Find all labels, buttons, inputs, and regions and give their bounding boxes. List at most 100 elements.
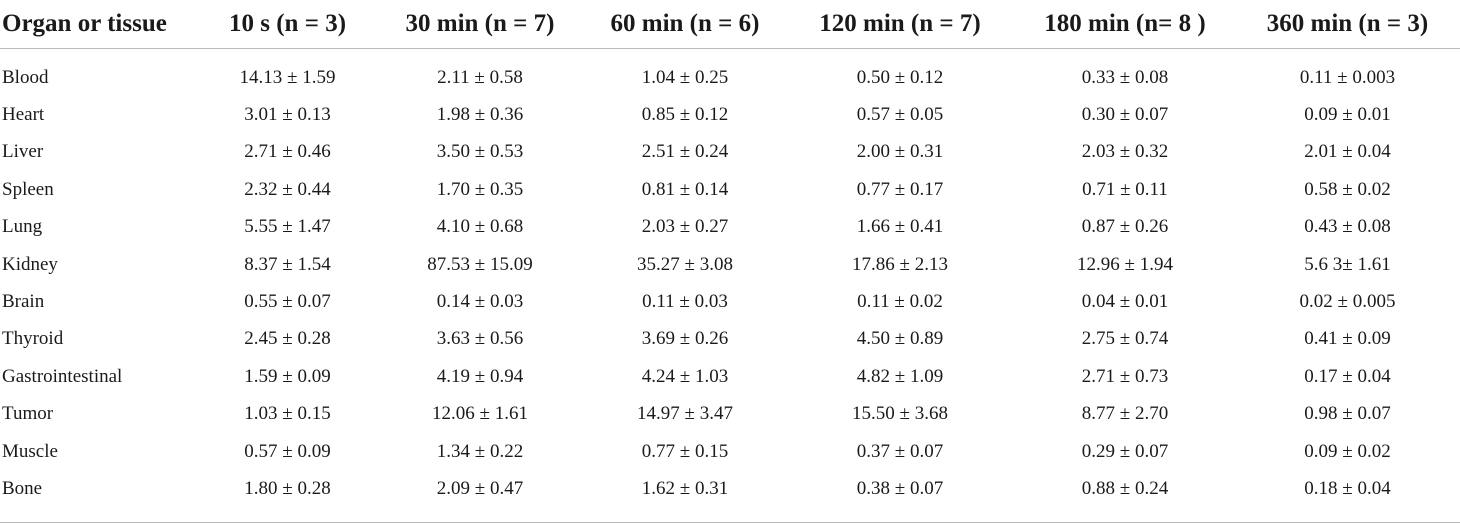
- value-120min-cell: 0.57 ± 0.05: [856, 104, 944, 126]
- table-body: Blood 14.13 ± 1.59 2.11 ± 0.58 1.04 ± 0.25 0…: [0, 59, 1460, 508]
- value-360min-cell: 0.58 ± 0.02: [1304, 178, 1391, 200]
- header-10s: 10 s (n = 3): [200, 0, 375, 49]
- table-row: Blood 14.13 ± 1.59 2.11 ± 0.58 1.04 ± 0.25 0…: [0, 59, 1460, 96]
- value-60min-cell: 2.51 ± 0.24: [641, 141, 729, 163]
- organ-cell: Kidney: [2, 253, 58, 275]
- table-row: Lung 5.55 ± 1.47 4.10 ± 0.68 2.03 ± 0.27 1.6…: [0, 209, 1460, 246]
- value-10s-cell: 0.55 ± 0.07: [244, 291, 331, 313]
- value-360min-cell: 0.09 ± 0.01: [1304, 104, 1391, 126]
- value-60min-cell: 0.85 ± 0.12: [641, 104, 729, 126]
- value-120min-cell: 0.37 ± 0.07: [856, 440, 944, 462]
- header-spacer: [0, 49, 1460, 60]
- value-120min-cell: 1.66 ± 0.41: [856, 216, 944, 238]
- value-120min-cell: 15.50 ± 3.68: [852, 403, 948, 425]
- value-10s-cell: 2.32 ± 0.44: [244, 178, 331, 200]
- value-180min-cell: 2.75 ± 0.74: [1081, 328, 1169, 350]
- value-60min-cell: 1.04 ± 0.25: [641, 66, 729, 88]
- table-header: Organ or tissue 10 s (n = 3) 30 min (n =…: [0, 0, 1460, 49]
- value-180min-cell: 2.03 ± 0.32: [1081, 141, 1169, 163]
- value-360min-cell: 0.43 ± 0.08: [1304, 216, 1391, 238]
- value-180min-cell: 0.30 ± 0.07: [1081, 104, 1169, 126]
- table-row: Gastrointestinal 1.59 ± 0.09 4.19 ± 0.94 4.…: [0, 358, 1460, 395]
- organ-cell: Bone: [2, 477, 43, 499]
- value-10s-cell: 2.45 ± 0.28: [244, 328, 331, 350]
- value-180min-cell: 8.77 ± 2.70: [1081, 403, 1169, 425]
- value-360min-cell: 5.6 3± 1.61: [1304, 253, 1391, 275]
- table-row: Brain 0.55 ± 0.07 0.14 ± 0.03 0.11 ± 0.03 0.…: [0, 283, 1460, 320]
- value-10s-cell: 1.03 ± 0.15: [244, 403, 331, 425]
- table-row: Tumor 1.03 ± 0.15 12.06 ± 1.61 14.97 ± 3.47…: [0, 396, 1460, 433]
- organ-cell: Spleen: [2, 178, 54, 200]
- value-360min-cell: 2.01 ± 0.04: [1304, 141, 1391, 163]
- value-30min-cell: 87.53 ± 15.09: [427, 253, 533, 275]
- value-120min-cell: 4.50 ± 0.89: [856, 328, 944, 350]
- value-180min-cell: 0.71 ± 0.11: [1082, 178, 1168, 200]
- header-row: Organ or tissue 10 s (n = 3) 30 min (n =…: [0, 0, 1460, 49]
- bottom-rule: [0, 522, 1460, 523]
- value-10s-cell: 1.59 ± 0.09: [244, 365, 331, 387]
- value-180min-cell: 0.87 ± 0.26: [1081, 216, 1169, 238]
- value-360min-cell: 0.02 ± 0.005: [1299, 291, 1396, 313]
- header-180min: 180 min (n= 8 ): [1015, 0, 1235, 49]
- value-180min-cell: 0.29 ± 0.07: [1081, 440, 1169, 462]
- value-120min-cell: 2.00 ± 0.31: [856, 141, 944, 163]
- biodistribution-table: Organ or tissue 10 s (n = 3) 30 min (n =…: [0, 0, 1460, 508]
- organ-cell: Liver: [2, 141, 44, 163]
- value-120min-cell: 17.86 ± 2.13: [852, 253, 948, 275]
- header-organ-or-tissue: Organ or tissue: [0, 0, 200, 49]
- value-360min-cell: 0.18 ± 0.04: [1304, 477, 1391, 499]
- table-row: Liver 2.71 ± 0.46 3.50 ± 0.53 2.51 ± 0.24 2.…: [0, 134, 1460, 171]
- value-60min-cell: 0.11 ± 0.03: [642, 291, 728, 313]
- value-60min-cell: 4.24 ± 1.03: [641, 365, 729, 387]
- header-60min: 60 min (n = 6): [585, 0, 785, 49]
- organ-cell: Tumor: [2, 403, 54, 425]
- value-30min-cell: 1.70 ± 0.35: [436, 178, 524, 200]
- header-360min: 360 min (n = 3): [1235, 0, 1460, 49]
- value-10s-cell: 0.57 ± 0.09: [244, 440, 331, 462]
- organ-cell: Blood: [2, 66, 49, 88]
- value-120min-cell: 0.38 ± 0.07: [856, 477, 944, 499]
- value-120min-cell: 0.50 ± 0.12: [856, 66, 944, 88]
- value-120min-cell: 0.77 ± 0.17: [856, 178, 944, 200]
- value-360min-cell: 0.09 ± 0.02: [1304, 440, 1391, 462]
- organ-cell: Brain: [2, 291, 45, 313]
- value-180min-cell: 12.96 ± 1.94: [1077, 253, 1173, 275]
- value-60min-cell: 2.03 ± 0.27: [641, 216, 729, 238]
- table-row: Muscle 0.57 ± 0.09 1.34 ± 0.22 0.77 ± 0.15 0…: [0, 433, 1460, 470]
- value-30min-cell: 4.19 ± 0.94: [436, 365, 524, 387]
- value-30min-cell: 3.50 ± 0.53: [436, 141, 524, 163]
- value-120min-cell: 4.82 ± 1.09: [856, 365, 944, 387]
- value-180min-cell: 0.33 ± 0.08: [1081, 66, 1169, 88]
- value-360min-cell: 0.41 ± 0.09: [1304, 328, 1391, 350]
- value-30min-cell: 1.98 ± 0.36: [436, 104, 524, 126]
- header-120min: 120 min (n = 7): [785, 0, 1015, 49]
- value-180min-cell: 0.88 ± 0.24: [1081, 477, 1169, 499]
- value-60min-cell: 35.27 ± 3.08: [637, 253, 733, 275]
- value-10s-cell: 3.01 ± 0.13: [244, 104, 331, 126]
- value-30min-cell: 1.34 ± 0.22: [436, 440, 524, 462]
- organ-cell: Muscle: [2, 440, 58, 462]
- value-10s-cell: 8.37 ± 1.54: [244, 253, 331, 275]
- value-180min-cell: 0.04 ± 0.01: [1081, 291, 1169, 313]
- value-60min-cell: 0.77 ± 0.15: [641, 440, 729, 462]
- table-row: Thyroid 2.45 ± 0.28 3.63 ± 0.56 3.69 ± 0.26…: [0, 321, 1460, 358]
- value-360min-cell: 0.98 ± 0.07: [1304, 403, 1391, 425]
- value-60min-cell: 1.62 ± 0.31: [641, 477, 729, 499]
- value-10s-cell: 2.71 ± 0.46: [244, 141, 331, 163]
- value-10s-cell: 14.13 ± 1.59: [239, 66, 336, 88]
- table-row: Heart 3.01 ± 0.13 1.98 ± 0.36 0.85 ± 0.12 0.…: [0, 96, 1460, 133]
- table-row: Bone 1.80 ± 0.28 2.09 ± 0.47 1.62 ± 0.31 0.3…: [0, 470, 1460, 507]
- value-60min-cell: 3.69 ± 0.26: [641, 328, 729, 350]
- value-10s-cell: 1.80 ± 0.28: [244, 477, 331, 499]
- table-row: Kidney 8.37 ± 1.54 87.53 ± 15.09 35.27 ± 3.…: [0, 246, 1460, 283]
- value-180min-cell: 2.71 ± 0.73: [1081, 365, 1169, 387]
- value-360min-cell: 0.11 ± 0.003: [1299, 66, 1396, 88]
- value-10s-cell: 5.55 ± 1.47: [244, 216, 331, 238]
- value-30min-cell: 12.06 ± 1.61: [432, 403, 528, 425]
- value-30min-cell: 2.11 ± 0.58: [437, 66, 523, 88]
- value-120min-cell: 0.11 ± 0.02: [857, 291, 943, 313]
- table-row: Spleen 2.32 ± 0.44 1.70 ± 0.35 0.81 ± 0.14 0…: [0, 171, 1460, 208]
- organ-cell: Lung: [2, 216, 43, 238]
- value-30min-cell: 4.10 ± 0.68: [436, 216, 524, 238]
